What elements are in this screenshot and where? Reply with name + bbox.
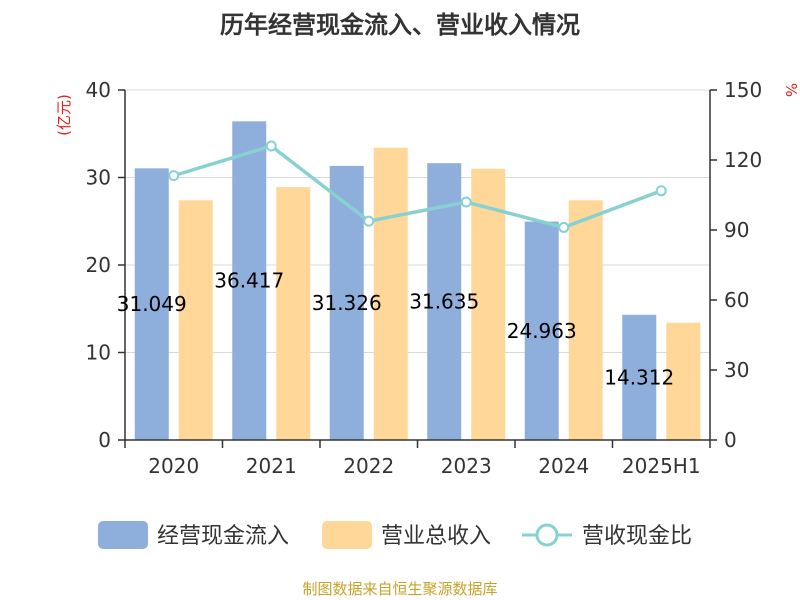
legend-swatch-cash-inflow [98, 521, 148, 549]
bar-cash-inflow [232, 121, 267, 440]
bars-layer [134, 121, 701, 441]
source-note: 制图数据来自恒生聚源数据库 [302, 580, 497, 598]
bar-cash-inflow [134, 168, 169, 441]
bar-value-label: 31.049 [117, 292, 187, 316]
ratio-line-layer [168, 140, 667, 233]
bar-value-label: 36.417 [214, 269, 284, 293]
ratio-point [363, 215, 375, 227]
right-tick-label: 90 [724, 218, 749, 242]
bar-revenue [178, 200, 213, 440]
bar-revenue [373, 147, 408, 440]
ratio-point [168, 170, 180, 182]
legend: 经营现金流入 营业总收入 营收现金比 [98, 521, 692, 549]
right-tick-label: 120 [724, 148, 762, 172]
bar-value-label: 14.312 [604, 365, 674, 389]
bar-revenue [666, 322, 701, 440]
legend-label-revenue: 营业总收入 [381, 524, 491, 549]
legend-swatch-revenue [322, 521, 372, 549]
chart-title: 历年经营现金流入、营业收入情况 [220, 11, 580, 39]
x-tick-label: 2025H1 [622, 454, 701, 478]
right-tick-label: 60 [724, 288, 749, 312]
bar-value-label: 31.326 [312, 291, 382, 315]
right-tick-label: 0 [724, 428, 737, 452]
x-tick-label: 2023 [441, 454, 492, 478]
left-axis-unit: (亿元) [55, 94, 73, 136]
left-tick-label: 0 [98, 428, 111, 452]
gridlines [125, 89, 710, 353]
bar-revenue [568, 200, 603, 440]
bar-revenue [276, 187, 311, 440]
ratio-line [173, 144, 662, 230]
ratio-point [460, 196, 472, 208]
bar-value-label: 31.635 [409, 290, 479, 314]
axes-layer [118, 89, 717, 448]
left-tick-label: 20 [86, 253, 111, 277]
x-tick-label: 2020 [148, 454, 199, 478]
legend-swatch-ratio-marker [535, 523, 559, 547]
ratio-point [655, 185, 667, 197]
left-tick-label: 10 [86, 341, 111, 365]
bar-cash-inflow [524, 221, 559, 440]
legend-label-ratio: 营收现金比 [582, 524, 692, 549]
ratio-point [265, 140, 277, 152]
bar-cash-inflow [622, 314, 657, 440]
bar-labels-layer: 31.049 36.417 31.326 31.635 24.963 14.312 [117, 269, 674, 390]
right-axis-unit: % [782, 83, 800, 97]
x-tick-label: 2022 [343, 454, 394, 478]
legend-label-cash-inflow: 经营现金流入 [157, 524, 289, 549]
right-tick-label: 150 [724, 78, 762, 102]
tick-labels-layer: 0 10 20 30 40 0 30 60 90 120 150 2020 2021 2022 2023 20… [86, 78, 763, 478]
left-tick-label: 40 [86, 78, 111, 102]
ratio-point [558, 221, 570, 233]
bar-revenue [471, 168, 506, 440]
x-tick-label: 2024 [538, 454, 589, 478]
bar-value-label: 24.963 [507, 319, 577, 343]
right-tick-label: 30 [724, 358, 749, 382]
x-tick-label: 2021 [246, 454, 297, 478]
left-tick-label: 30 [86, 166, 111, 190]
